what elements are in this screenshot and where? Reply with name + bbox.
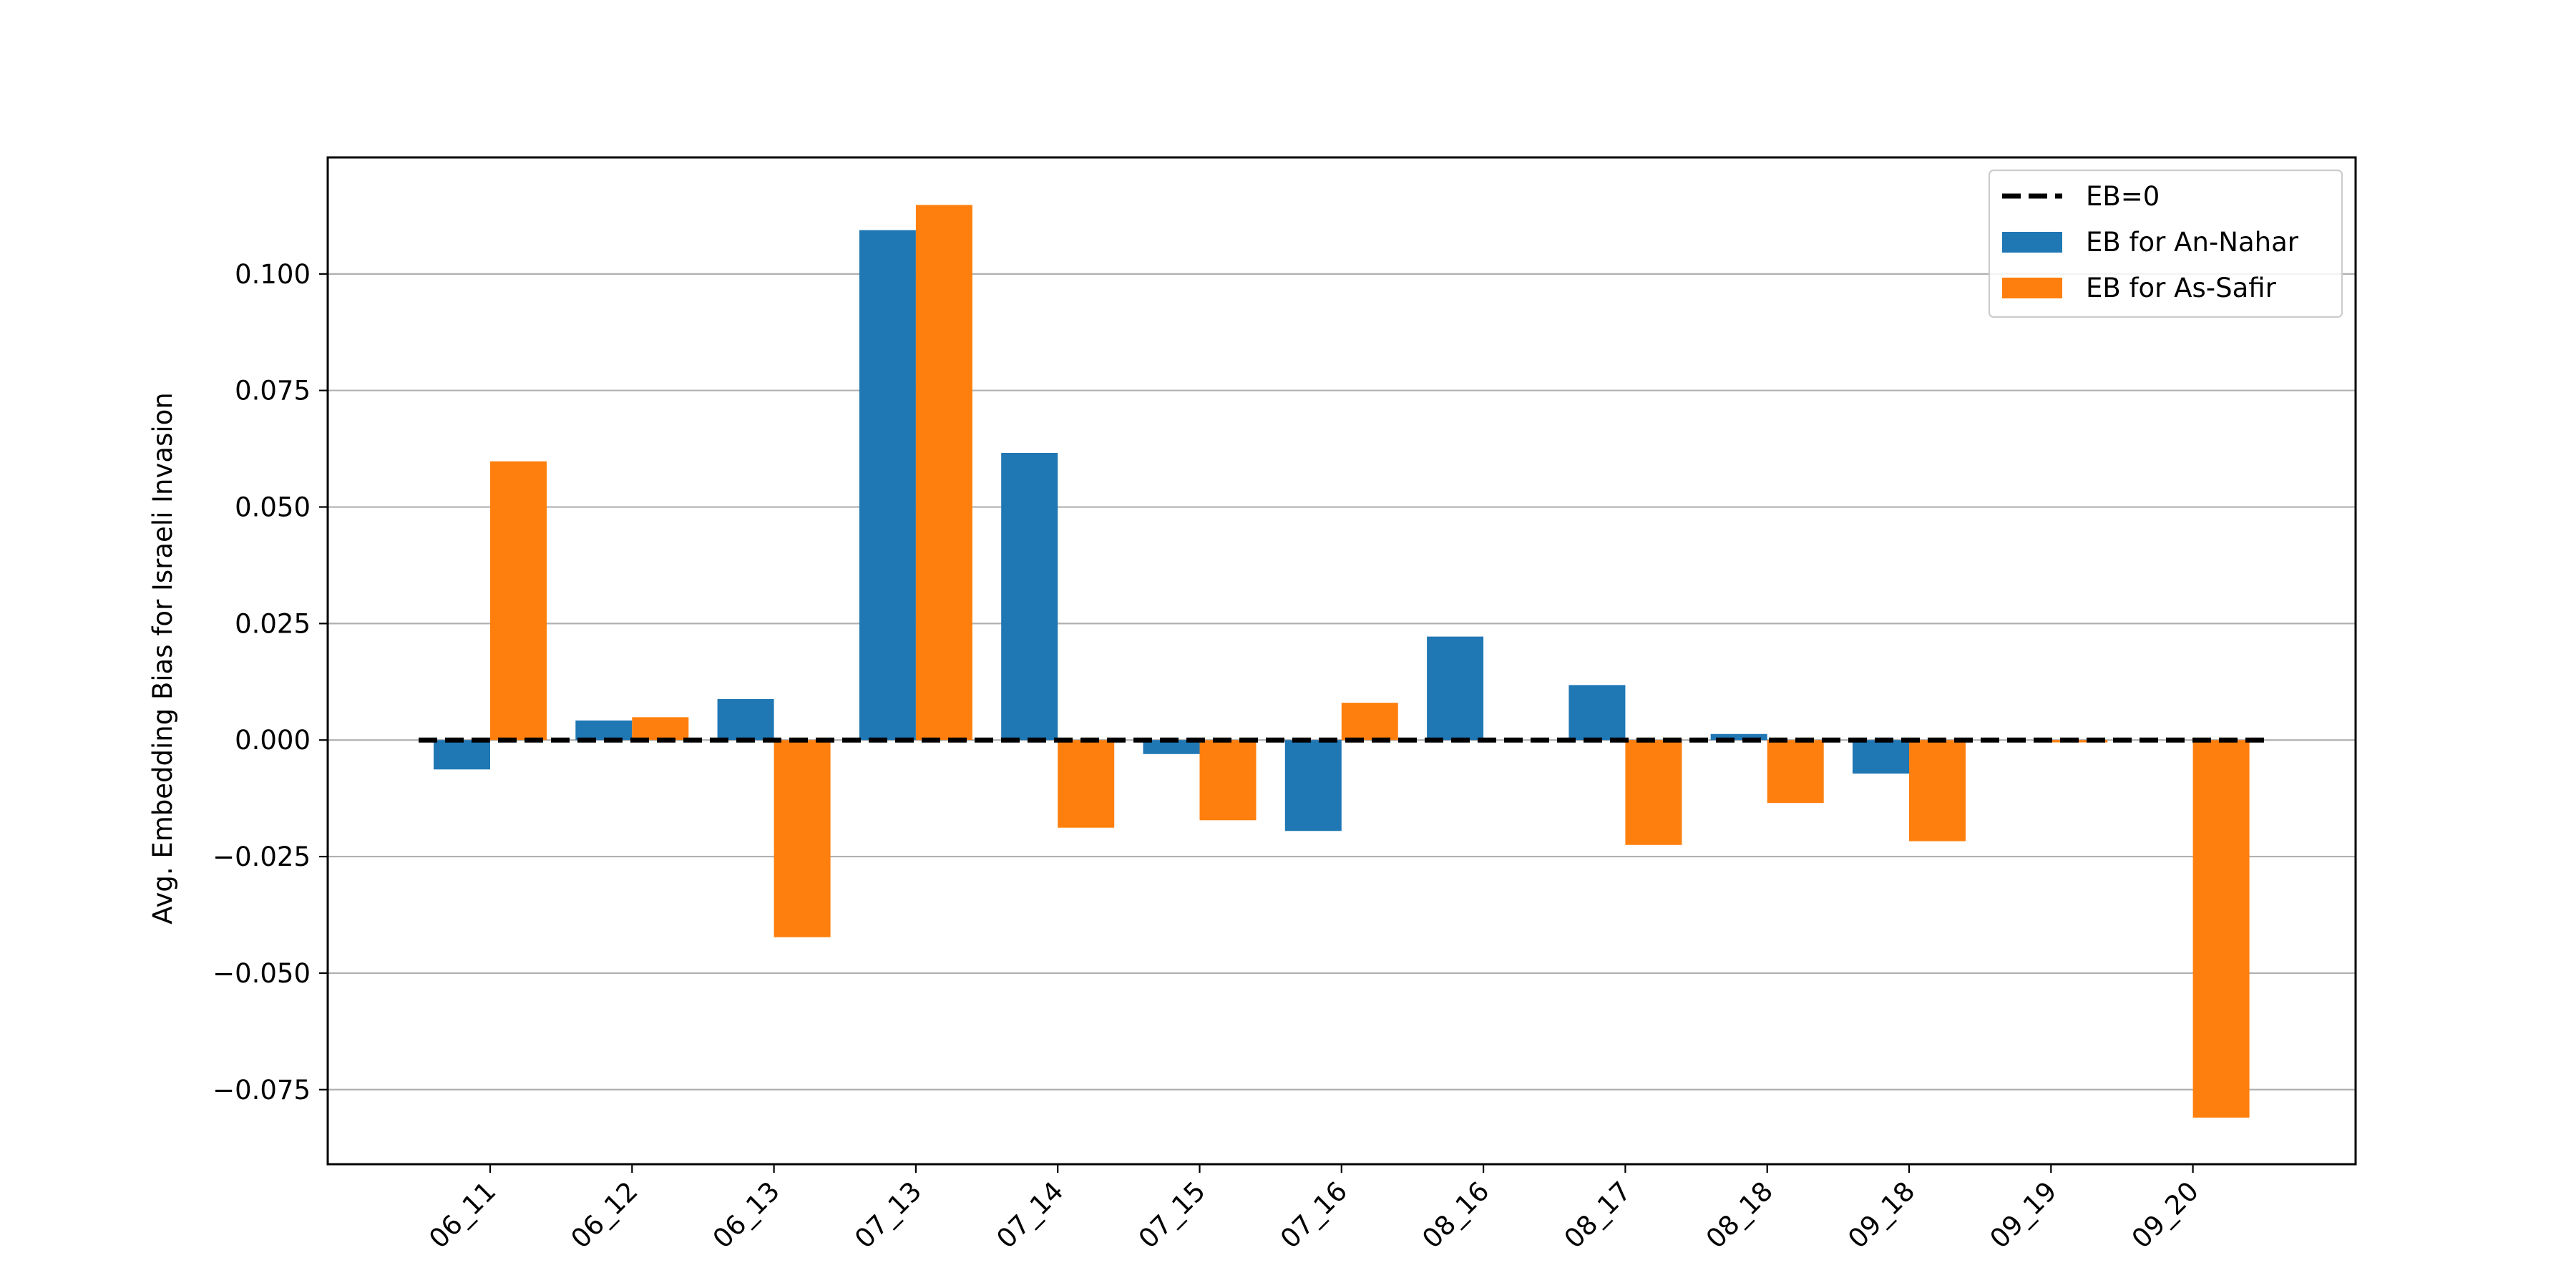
bar-as-safir-06_11: [490, 461, 547, 741]
x-axis: 06_11 06_12 06_13 07_13 07_14 07_15 07_16 08_16…: [423, 1164, 2205, 1254]
x-tick-label: 06_12: [565, 1176, 644, 1254]
bar-an-nahar-07_14: [1001, 452, 1058, 741]
bar-an-nahar-08_17: [1568, 685, 1626, 741]
x-tick-label: 09_18: [1842, 1176, 1921, 1254]
y-tick-label: −0.075: [213, 1075, 311, 1106]
x-tick-label: 06_13: [707, 1176, 786, 1254]
x-tick-label: 07_13: [849, 1176, 927, 1254]
y-axis-title: Avg. Embedding Bias for Israeli Invasion: [147, 392, 178, 924]
y-tick-label: 0.100: [235, 259, 311, 290]
bars: [434, 205, 2250, 1118]
bar-an-nahar-08_16: [1427, 636, 1484, 741]
y-tick-label: 0.050: [235, 492, 311, 523]
bar-as-safir-08_18: [1767, 740, 1824, 804]
x-tick-label: 07_16: [1274, 1176, 1353, 1254]
legend-box: [1988, 169, 2343, 318]
bar-an-nahar-07_16: [1284, 740, 1342, 831]
legend-label: EB for An-Nahar: [2086, 227, 2299, 258]
legend-label: EB=0: [2086, 181, 2160, 212]
x-tick-label: 08_18: [1700, 1176, 1779, 1254]
x-tick-label: 08_16: [1416, 1176, 1495, 1254]
bar-as-safir-06_13: [774, 740, 831, 937]
legend[interactable]: EB=0 EB for An-Nahar EB for As-Safir: [1988, 169, 2343, 318]
bar-an-nahar-06_11: [434, 740, 490, 770]
grid-lines: [328, 273, 2356, 1091]
bar-an-nahar-09_18: [1853, 740, 1909, 774]
x-tick-label: 07_15: [1133, 1176, 1211, 1254]
bar-as-safir-07_14: [1058, 740, 1115, 828]
x-tick-label: 07_14: [990, 1176, 1069, 1254]
x-tick-label: 09_20: [2126, 1176, 2205, 1254]
bar-an-nahar-06_12: [575, 720, 633, 741]
y-tick-label: 0.000: [235, 725, 311, 756]
bar-an-nahar-07_15: [1143, 740, 1200, 754]
y-tick-label: −0.050: [213, 958, 311, 989]
x-tick-label: 06_11: [423, 1176, 502, 1254]
legend-label: EB for As-Safir: [2086, 273, 2277, 303]
bar-an-nahar-08_18: [1710, 733, 1767, 741]
y-tick-label: 0.075: [235, 376, 311, 406]
bar-an-nahar-06_13: [717, 698, 774, 741]
bar-as-safir-07_16: [1341, 703, 1398, 741]
bar-as-safir-09_19: [2051, 740, 2108, 743]
bar-an-nahar-07_13: [859, 230, 916, 741]
bar-as-safir-08_17: [1625, 740, 1682, 845]
legend-swatch: [2002, 278, 2062, 298]
y-tick-label: 0.025: [235, 608, 311, 639]
bar-as-safir-06_12: [632, 717, 689, 741]
bar-as-safir-07_13: [915, 205, 972, 741]
x-tick-label: 09_19: [1984, 1176, 2063, 1254]
bar-as-safir-09_18: [1909, 740, 1966, 841]
y-tick-label: −0.025: [213, 841, 311, 872]
legend-swatch: [2002, 232, 2062, 253]
y-axis: −0.075 −0.050 −0.025 0.000 0.025 0.050 0.075 0.…: [213, 259, 328, 1106]
bar-as-safir-07_15: [1199, 740, 1257, 821]
bar-as-safir-09_20: [2192, 740, 2250, 1118]
x-tick-label: 08_17: [1558, 1176, 1637, 1254]
